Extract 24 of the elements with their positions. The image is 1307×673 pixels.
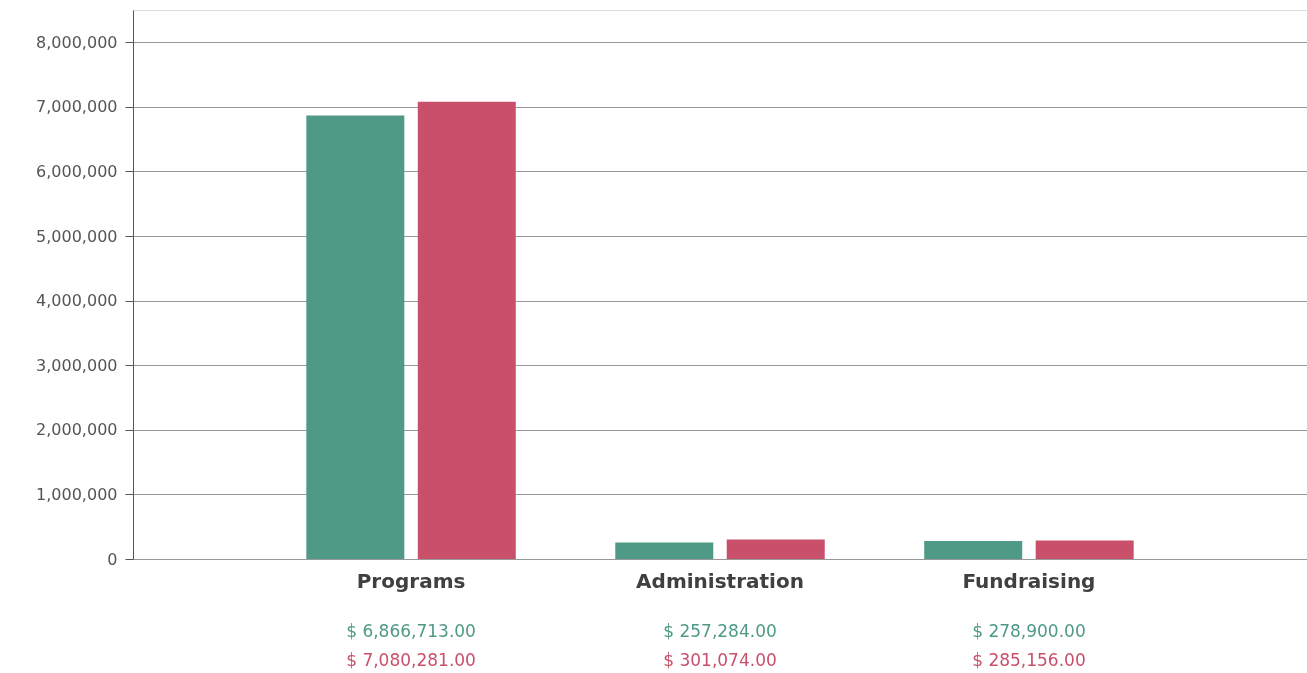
y-tick-label: 0	[107, 549, 118, 569]
bar	[417, 101, 516, 559]
data-label: $ 301,074.00	[663, 650, 777, 670]
y-tick-label: 2,000,000	[36, 420, 118, 440]
bar	[306, 115, 405, 559]
data-label: $ 7,080,281.00	[346, 650, 476, 670]
x-tick-label: Programs	[356, 568, 466, 593]
data-label: $ 6,866,713.00	[346, 621, 476, 641]
data-label: $ 285,156.00	[972, 650, 1086, 670]
bar	[1035, 540, 1134, 559]
y-tick-label: 4,000,000	[36, 291, 118, 311]
y-tick-label: 6,000,000	[36, 161, 118, 181]
x-tick-label: Fundraising	[962, 568, 1096, 593]
bar	[924, 540, 1023, 559]
y-tick-label: 7,000,000	[36, 97, 118, 117]
y-tick-label: 1,000,000	[36, 484, 118, 504]
bar	[726, 539, 825, 559]
y-tick-label: 8,000,000	[36, 32, 118, 52]
data-label: $ 257,284.00	[663, 621, 777, 641]
y-tick-label: 5,000,000	[36, 226, 118, 246]
x-tick-label: Administration	[636, 568, 804, 593]
y-tick-label: 3,000,000	[36, 355, 118, 375]
data-label: $ 278,900.00	[972, 621, 1086, 641]
bar	[615, 542, 714, 559]
